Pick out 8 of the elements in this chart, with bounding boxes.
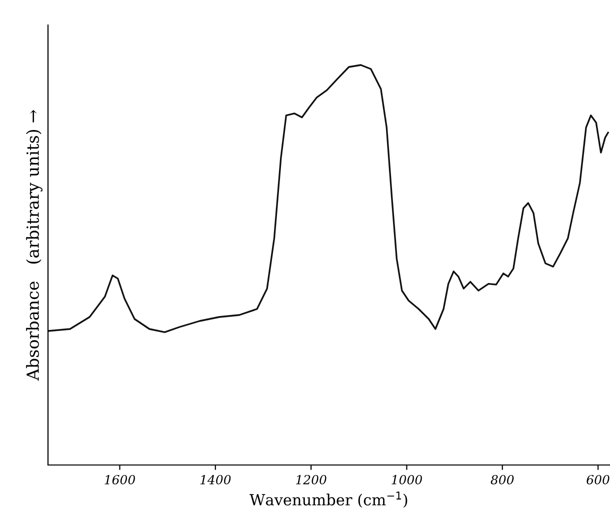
x-axis-title: Wavenumber (cm$^{−1}$) bbox=[250, 492, 408, 508]
x-tick-label: 1200 bbox=[296, 474, 326, 484]
x-tick-label: 1400 bbox=[200, 474, 231, 484]
x-tick-label: 600 bbox=[586, 474, 610, 484]
x-tick-label: 1600 bbox=[104, 474, 136, 484]
x-tick-label: 1000 bbox=[392, 474, 422, 484]
y-axis-title: Absorbance (arbitrary units) → bbox=[26, 110, 42, 381]
x-tick-label: 800 bbox=[490, 474, 514, 484]
